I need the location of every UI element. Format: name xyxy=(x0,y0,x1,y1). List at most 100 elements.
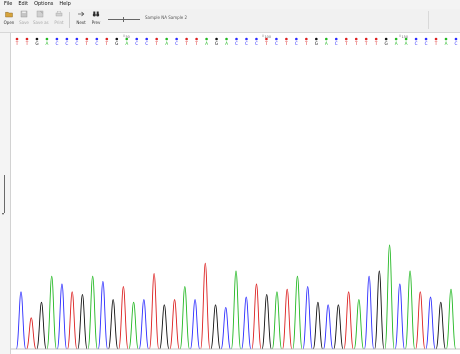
base-call-dot xyxy=(354,37,358,41)
base-call-label: T xyxy=(15,41,19,46)
base-call-label: C xyxy=(245,41,248,46)
base-call-dot xyxy=(334,37,338,41)
trace-peak xyxy=(302,286,313,350)
base-call-label: T xyxy=(284,41,288,46)
trace-peak xyxy=(67,291,78,350)
base-call-dot xyxy=(125,37,129,41)
base-call-label: A xyxy=(445,41,448,46)
trace-peak xyxy=(384,244,395,350)
scroll-handle[interactable] xyxy=(4,175,5,213)
base-call-dot xyxy=(105,37,109,41)
menu-help[interactable]: Help xyxy=(59,1,71,7)
trace-peak xyxy=(374,270,385,350)
base-call-label: A xyxy=(225,41,228,46)
base-call-label: C xyxy=(275,41,278,46)
trace-peak xyxy=(118,286,129,350)
base-call-label: C xyxy=(455,41,458,46)
prev-label: Prev xyxy=(91,20,101,25)
print-button[interactable]: Print xyxy=(52,10,66,30)
position-marker-label: 50 xyxy=(126,35,130,39)
trace-peak xyxy=(46,275,57,350)
base-call-dot xyxy=(315,37,318,41)
scroll-arrow-icon: ▾ xyxy=(2,211,5,216)
toolbar-right-panel xyxy=(428,11,459,29)
base-call-dot xyxy=(275,37,278,41)
base-call-label: C xyxy=(135,41,138,46)
base-call-label: G xyxy=(35,41,38,46)
save-as-button[interactable]: Save as xyxy=(33,10,49,30)
base-call-dot xyxy=(205,37,208,41)
base-call-dot xyxy=(265,37,268,41)
base-call-label: C xyxy=(255,41,258,46)
base-call-label: T xyxy=(434,41,438,46)
prev-button[interactable]: Prev xyxy=(89,10,103,30)
base-call-dot xyxy=(454,37,458,41)
base-call-dot xyxy=(295,37,298,41)
base-call-dot xyxy=(444,37,448,41)
trace-peak xyxy=(15,291,27,350)
base-call-dot xyxy=(325,37,328,41)
trace-peak xyxy=(159,304,170,350)
base-call-dot xyxy=(255,37,258,41)
base-call-dot xyxy=(424,37,428,41)
menu-options[interactable]: Options xyxy=(34,1,54,7)
printer-icon xyxy=(55,11,63,17)
base-call-label: T xyxy=(374,41,378,46)
trace-peak xyxy=(445,288,457,350)
menu-edit[interactable]: Edit xyxy=(18,1,29,7)
trace-peak xyxy=(210,304,221,350)
base-call-dot xyxy=(364,37,368,41)
trace-peak xyxy=(138,299,150,350)
left-scroll-rail[interactable]: ▾ xyxy=(0,33,11,354)
base-call-label: C xyxy=(75,41,78,46)
open-button[interactable]: Open xyxy=(2,10,16,30)
toolbar: Open Save Save as Print xyxy=(0,9,460,33)
base-call-label: C xyxy=(95,41,98,46)
save-label: Save xyxy=(19,20,29,25)
trace-peak xyxy=(404,270,416,350)
trace-peak xyxy=(292,275,303,350)
save-button[interactable]: Save xyxy=(17,10,31,30)
base-call-label: A xyxy=(205,41,208,46)
base-call-dot xyxy=(414,37,418,41)
base-call-dot xyxy=(285,37,288,41)
base-call-dot xyxy=(75,37,79,41)
base-call-dot xyxy=(145,37,148,41)
trace-peak xyxy=(415,291,426,350)
base-call-label: C xyxy=(235,41,238,46)
trace-peak xyxy=(333,304,344,350)
base-call-label: A xyxy=(405,41,408,46)
trace-peak xyxy=(97,280,109,350)
trace-peak xyxy=(312,301,324,350)
base-call-dot xyxy=(155,37,158,41)
next-button[interactable]: Next xyxy=(74,10,88,30)
base-call-dot xyxy=(195,37,198,41)
print-label: Print xyxy=(54,20,64,25)
toolbar-separator xyxy=(69,12,70,28)
base-call-label: G xyxy=(215,41,218,46)
base-call-dot xyxy=(35,37,39,41)
sample-name: Sample NA Sample 2 xyxy=(145,15,188,20)
base-call-label: T xyxy=(105,41,109,46)
base-call-dot xyxy=(235,37,238,41)
folder-icon xyxy=(5,12,13,18)
base-call-dot xyxy=(404,37,408,41)
base-call-dot xyxy=(305,37,308,41)
base-call-label: T xyxy=(264,41,268,46)
base-call-label: A xyxy=(125,41,128,46)
trace-peak xyxy=(241,296,252,350)
menu-file[interactable]: File xyxy=(4,1,13,7)
trace-peak xyxy=(77,293,88,350)
trace-peak xyxy=(26,317,37,350)
trace-peak xyxy=(251,283,262,350)
base-call-dot xyxy=(185,37,188,41)
next-icon xyxy=(78,11,85,17)
trace-peak xyxy=(343,291,354,350)
position-marker-label: 150 xyxy=(402,35,408,39)
base-call-label: C xyxy=(145,41,148,46)
sample-indicator-tick xyxy=(123,17,124,22)
